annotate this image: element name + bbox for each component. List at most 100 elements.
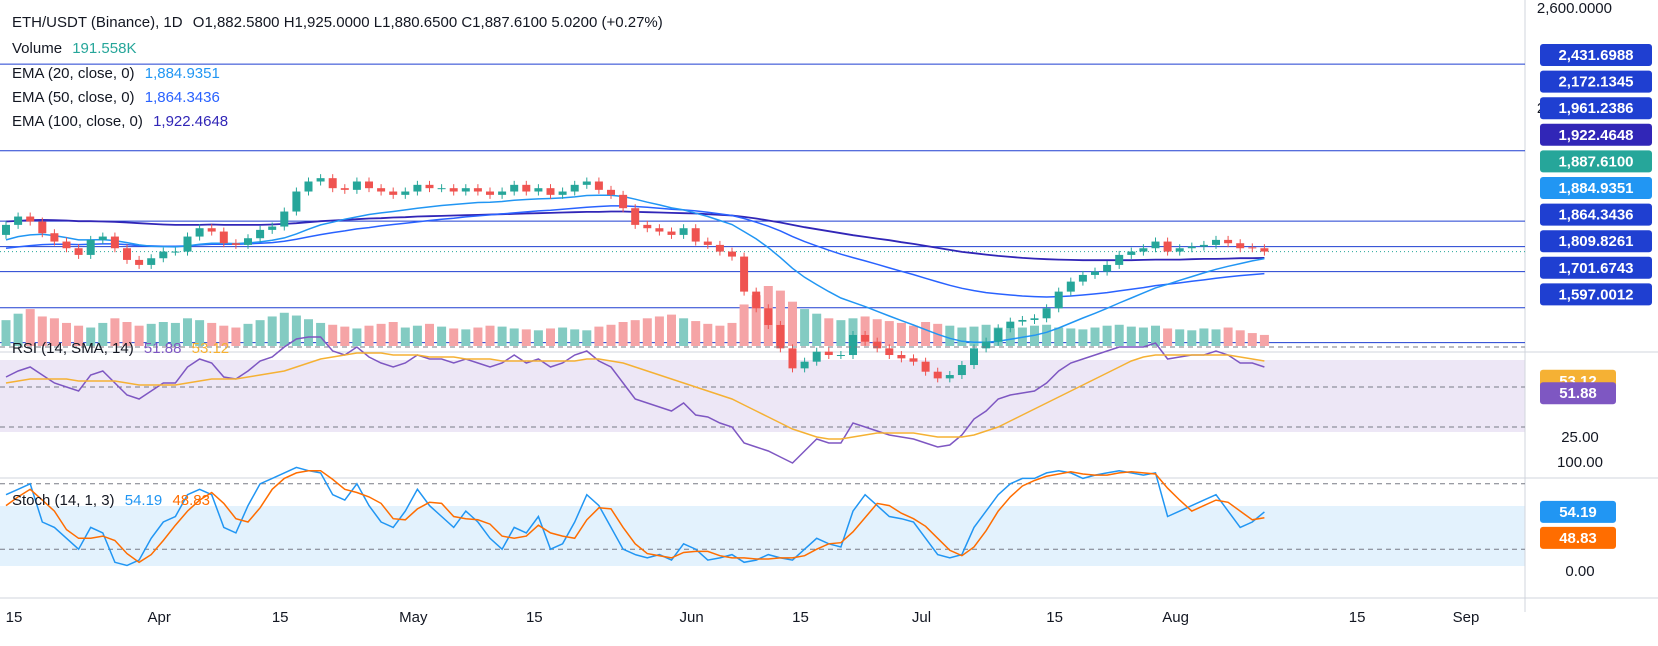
volume-bar bbox=[812, 313, 822, 346]
volume-bar bbox=[1042, 324, 1052, 346]
legend-ema50-value: 1,864.3436 bbox=[144, 89, 220, 106]
symbol-title: ETH/USDT (Binance), 1D bbox=[12, 14, 183, 31]
candle-body bbox=[413, 184, 422, 192]
price-label-text: 1,701.6743 bbox=[1558, 260, 1633, 277]
candle-body bbox=[425, 184, 434, 189]
candle-body bbox=[885, 348, 894, 356]
price-label-box bbox=[1540, 256, 1652, 279]
legend-volume[interactable]: Volume 191.558K bbox=[12, 40, 142, 57]
volume-bar bbox=[1126, 326, 1136, 346]
volume-bar bbox=[485, 325, 495, 346]
volume-bar bbox=[98, 322, 108, 346]
time-tick-label: Jun bbox=[680, 609, 704, 626]
volume-bar bbox=[872, 319, 882, 346]
volume-bar bbox=[775, 290, 785, 346]
candle-body bbox=[304, 181, 313, 192]
volume-bar bbox=[981, 324, 991, 346]
candle-body bbox=[449, 188, 458, 192]
candle-body bbox=[836, 355, 845, 357]
candle-body bbox=[50, 233, 59, 242]
candle-body bbox=[909, 358, 918, 362]
candle-body bbox=[365, 181, 373, 189]
candle-body bbox=[740, 256, 749, 292]
price-label-box bbox=[1540, 177, 1652, 199]
volume-bar bbox=[1102, 325, 1112, 346]
volume-bar bbox=[243, 323, 253, 346]
volume-bar bbox=[49, 318, 59, 346]
rsi-value-text: 51.88 bbox=[1559, 385, 1597, 402]
stoch-pane-background bbox=[0, 506, 1525, 566]
volume-bar bbox=[1, 320, 11, 346]
stoch-value-box bbox=[1540, 526, 1616, 549]
candle-body bbox=[207, 228, 216, 232]
volume-bar bbox=[364, 325, 374, 346]
price-label-text: 1,887.6100 bbox=[1558, 153, 1633, 170]
volume-bar bbox=[291, 315, 301, 346]
legend-volume-label: Volume bbox=[12, 40, 63, 57]
candle-body bbox=[631, 208, 640, 225]
volume-bar bbox=[231, 327, 241, 346]
price-label-text: 1,961.2386 bbox=[1558, 100, 1633, 117]
candle-body bbox=[982, 341, 991, 349]
volume-bar bbox=[582, 330, 592, 346]
price-tick-label: 2,600.0000 bbox=[1537, 0, 1612, 17]
candle-body bbox=[171, 251, 180, 253]
volume-bar bbox=[412, 325, 422, 346]
volume-bar bbox=[1259, 334, 1269, 346]
candle-body bbox=[1224, 239, 1233, 244]
candle-body bbox=[1018, 319, 1027, 322]
price-label-box bbox=[1540, 150, 1652, 173]
candle-body bbox=[691, 228, 700, 242]
legend-ema50[interactable]: EMA (50, close, 0) 1,864.3436 bbox=[12, 89, 226, 106]
candle-body bbox=[461, 188, 470, 192]
legend-stoch[interactable]: Stoch (14, 1, 3) 54.19 48.83 bbox=[12, 492, 216, 509]
candle-body bbox=[582, 181, 591, 185]
volume-bar bbox=[134, 325, 144, 346]
volume-bar bbox=[800, 309, 810, 346]
volume-bar bbox=[62, 322, 71, 346]
legend-ema100[interactable]: EMA (100, close, 0) 1,922.4648 bbox=[12, 113, 234, 130]
time-tick-label: Apr bbox=[148, 609, 171, 626]
volume-bar bbox=[654, 316, 664, 346]
legend-rsi-label: RSI (14, SMA, 14) bbox=[12, 340, 134, 357]
time-tick-label: Jul bbox=[912, 609, 931, 626]
price-label-text: 1,809.8261 bbox=[1558, 233, 1633, 250]
candle-body bbox=[135, 259, 144, 265]
legend-ema20[interactable]: EMA (20, close, 0) 1,884.9351 bbox=[12, 65, 226, 82]
candle-body bbox=[921, 361, 930, 372]
candle-body bbox=[764, 308, 773, 325]
volume-bar bbox=[13, 313, 23, 346]
candle-body bbox=[534, 188, 543, 192]
volume-bar bbox=[1005, 328, 1015, 346]
stoch-tick-label: 100.00 bbox=[1557, 454, 1603, 471]
volume-bar bbox=[824, 318, 834, 346]
candle-body bbox=[14, 216, 23, 225]
candle-body bbox=[1199, 244, 1208, 247]
volume-bar bbox=[1138, 327, 1148, 346]
volume-bar bbox=[1066, 328, 1076, 346]
volume-bar bbox=[533, 330, 543, 346]
time-tick-label: Aug bbox=[1162, 609, 1189, 626]
time-tick-label: 15 bbox=[526, 609, 543, 626]
candle-body bbox=[498, 191, 507, 195]
volume-bar bbox=[957, 327, 967, 346]
time-tick-label: Sep bbox=[1453, 609, 1480, 626]
volume-bar bbox=[715, 325, 725, 346]
candle-body bbox=[1212, 239, 1220, 245]
volume-bar bbox=[1114, 324, 1124, 346]
volume-bar bbox=[727, 322, 737, 346]
ohlc-readout: O1,882.5800 H1,925.0000 L1,880.6500 C1,8… bbox=[192, 14, 663, 31]
legend-rsi[interactable]: RSI (14, SMA, 14) 51.88 53.12 bbox=[12, 340, 235, 357]
volume-bar bbox=[267, 316, 277, 346]
price-label-box bbox=[1540, 97, 1652, 120]
candle-body bbox=[219, 231, 228, 244]
legend-ema50-label: EMA (50, close, 0) bbox=[12, 89, 135, 106]
candle-body bbox=[401, 191, 410, 195]
volume-bar bbox=[594, 326, 604, 346]
price-label-box bbox=[1540, 230, 1652, 253]
candle-body bbox=[1260, 248, 1269, 252]
legend-stoch-d-value: 48.83 bbox=[172, 492, 210, 509]
candle-body bbox=[1248, 247, 1257, 249]
candle-body bbox=[377, 188, 386, 192]
volume-bar bbox=[352, 328, 362, 346]
